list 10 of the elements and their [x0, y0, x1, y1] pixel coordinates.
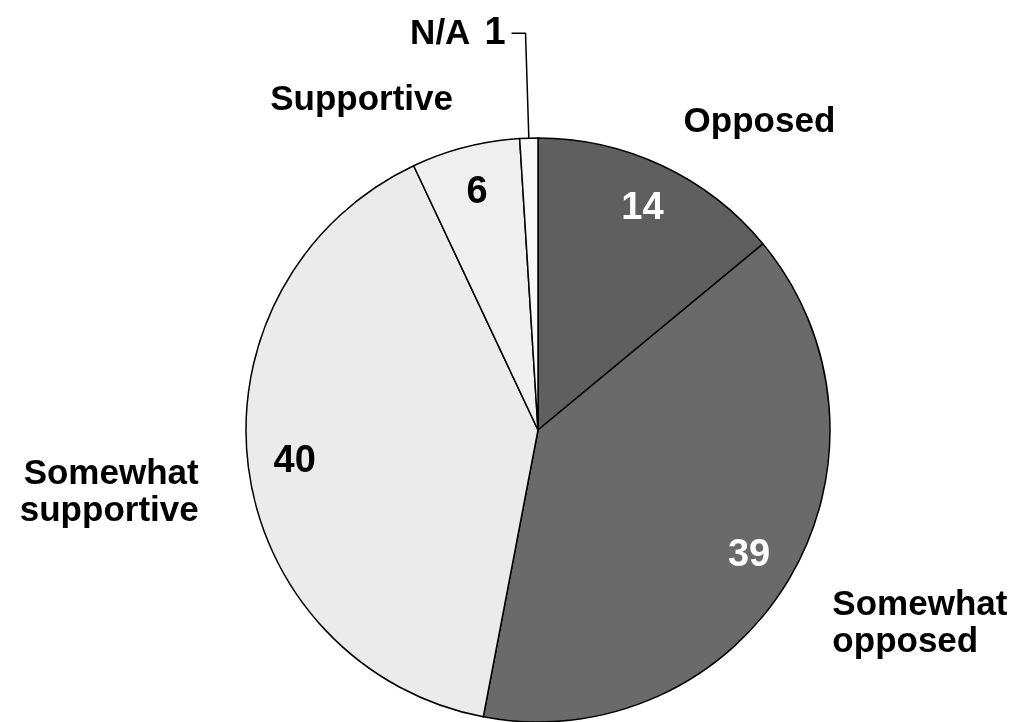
data-label: 39 — [727, 531, 771, 574]
slice-label: N/A — [410, 12, 471, 52]
slice-label: Somewhat opposed — [832, 583, 1008, 659]
data-label: 6 — [466, 169, 488, 212]
data-label: 1 — [484, 10, 506, 53]
slice-label: Supportive — [270, 77, 453, 117]
data-label: 14 — [621, 185, 664, 228]
data-label: 40 — [273, 437, 316, 480]
slice-label: Somewhat supportive — [19, 451, 200, 528]
slice-label: Opposed — [683, 99, 836, 139]
